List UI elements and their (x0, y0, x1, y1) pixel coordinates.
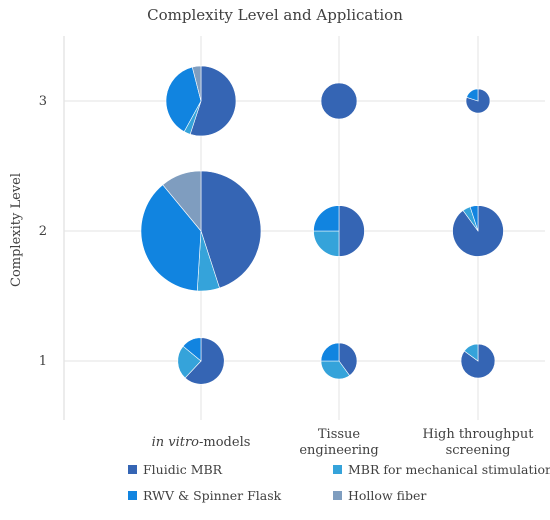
x-category-label: engineering (299, 443, 378, 458)
legend-label: MBR for mechanical stimulation (348, 462, 550, 477)
bubble-pie (313, 205, 365, 257)
bubble-pie (465, 88, 491, 114)
pie-slice (463, 343, 479, 362)
pie-slice (191, 65, 202, 102)
pie-slice (338, 342, 358, 376)
pie-slice (200, 170, 262, 289)
pie-slice (165, 66, 202, 133)
pie-slice (469, 205, 479, 232)
legend: Fluidic MBR MBR for mechanical stimulati… (128, 462, 550, 512)
pie-slice (184, 337, 225, 385)
pie-slice (320, 360, 350, 380)
legend-label: RWV & Spinner Flask (143, 488, 282, 503)
y-tick-label: 2 (39, 224, 47, 239)
pie-slice (313, 230, 340, 257)
pie-slice (338, 205, 365, 257)
bubble-pie (452, 205, 504, 257)
pie-slice (177, 345, 202, 379)
x-category-label: Tissue (318, 427, 361, 442)
legend-item-fluidic-mbr: Fluidic MBR (128, 462, 222, 477)
legend-swatch (333, 465, 342, 474)
bubble-pie (320, 342, 358, 380)
pie-slice (162, 170, 202, 232)
pie-slice (320, 82, 358, 120)
legend-item-rwv-spinner: RWV & Spinner Flask (128, 488, 281, 503)
pie-slice (320, 342, 340, 362)
pie-slice (140, 184, 202, 292)
legend-swatch (128, 491, 137, 500)
legend-item-hollow-fiber: Hollow fiber (333, 488, 426, 503)
pie-slice (313, 205, 340, 232)
bubble-pie (320, 82, 358, 120)
x-category-label: screening (446, 443, 511, 458)
x-category-label: High throughput (423, 427, 535, 442)
legend-item-mbr-mechanical: MBR for mechanical stimulation (333, 462, 550, 477)
bubble-pie (460, 343, 496, 379)
y-axis-label: Complexity Level (9, 173, 24, 287)
chart-title: Complexity Level and Application (147, 6, 403, 24)
x-category-label: in vitro-models (152, 435, 251, 450)
bubble-pie (140, 170, 262, 292)
y-tick-label: 3 (39, 94, 47, 109)
legend-label: Fluidic MBR (143, 462, 223, 477)
pie-slice (182, 337, 202, 362)
y-tick-label: 1 (39, 354, 47, 369)
legend-swatch (333, 491, 342, 500)
bubble-pie (177, 337, 225, 385)
pie-slice (189, 65, 237, 137)
legend-label: Hollow fiber (348, 488, 427, 503)
pie-slice (466, 88, 479, 102)
bubble-pie (165, 65, 237, 137)
legend-swatch (128, 465, 137, 474)
